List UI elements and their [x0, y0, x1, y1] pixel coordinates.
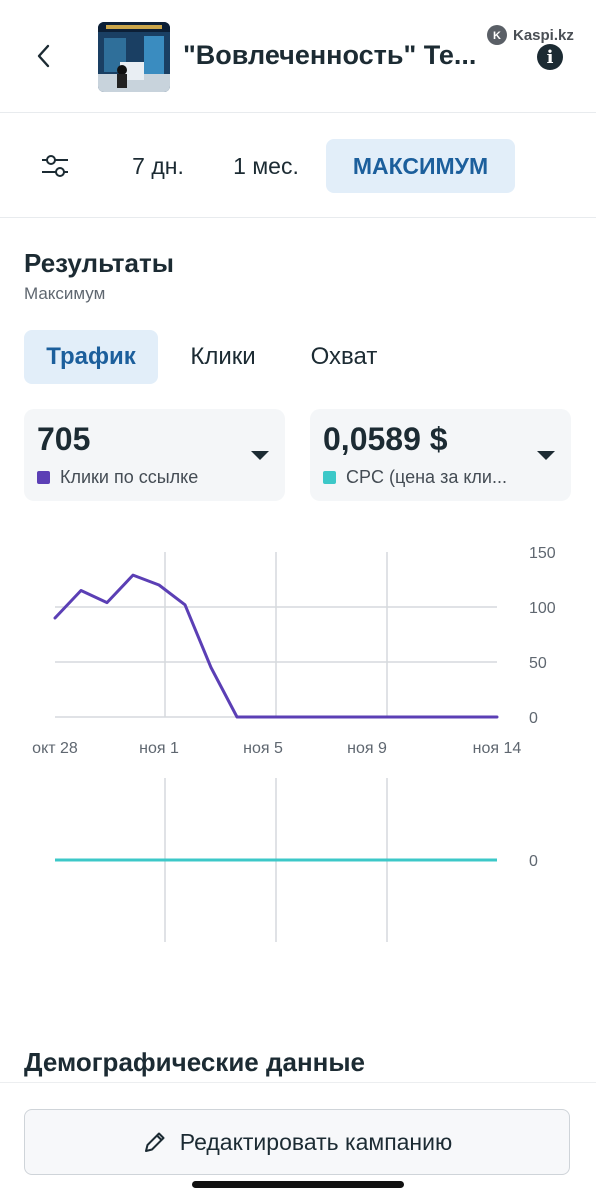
y-tick-label: 0 — [529, 710, 538, 727]
traffic-charts: 150 100 50 0 окт 28 ноя 1 ноя 5 ноя 9 ноя 14 0 — [32, 545, 556, 942]
sliders-icon — [42, 155, 68, 177]
demographics-title: Демографические данные — [24, 1047, 366, 1077]
range-7-days[interactable]: 7 дн. — [132, 153, 184, 179]
filter-button[interactable] — [36, 151, 76, 181]
range-1-month[interactable]: 1 мес. — [233, 153, 299, 179]
edit-campaign-button[interactable]: Редактировать кампанию — [24, 1109, 570, 1175]
metric-value: 705 — [37, 421, 91, 457]
kaspi-logo-icon: K — [487, 25, 507, 45]
metric-label-text: CPC (цена за кли... — [346, 467, 507, 487]
tab-traffic[interactable]: Трафик — [24, 330, 158, 384]
metric-card-link-clicks[interactable]: 705 Клики по ссылке — [24, 409, 285, 501]
x-tick-label: ноя 1 — [139, 740, 179, 757]
y-tick-label: 0 — [529, 853, 538, 870]
date-range-bar: 7 дн. 1 мес. МАКСИМУМ — [0, 113, 596, 218]
metric-card-cpc[interactable]: 0,0589 $ CPC (цена за кли... — [310, 409, 571, 501]
bottom-action-bar: Редактировать кампанию — [0, 1082, 596, 1201]
x-tick-label: окт 28 — [32, 740, 78, 757]
top-bar: "Вовлеченность" Те... K Kaspi.kz i — [0, 0, 596, 113]
legend-swatch — [323, 471, 336, 484]
x-tick-label: ноя 9 — [347, 740, 387, 757]
info-icon[interactable]: i — [537, 44, 563, 70]
caret-down-icon — [251, 451, 269, 460]
svg-text:K: K — [493, 30, 501, 42]
edit-campaign-label: Редактировать кампанию — [179, 1128, 453, 1155]
metric-value: 0,0589 $ — [323, 421, 448, 457]
metric-label-text: Клики по ссылке — [60, 467, 199, 487]
tab-reach[interactable]: Охват — [310, 343, 378, 370]
range-maximum[interactable]: МАКСИМУМ — [326, 139, 515, 193]
legend-swatch — [37, 471, 50, 484]
campaign-title: "Вовлеченность" Те... — [183, 40, 477, 70]
y-tick-label: 50 — [529, 655, 547, 672]
home-indicator — [192, 1181, 404, 1188]
metric-label: CPC (цена за кли... — [323, 467, 507, 488]
x-tick-label: ноя 5 — [243, 740, 283, 757]
watermark: K Kaspi.kz — [486, 24, 574, 46]
caret-down-icon — [537, 451, 555, 460]
chevron-left-icon — [37, 44, 50, 68]
series-line-link-clicks — [53, 573, 499, 719]
y-tick-label: 100 — [529, 600, 556, 617]
watermark-text: Kaspi.kz — [513, 26, 574, 44]
x-tick-label: ноя 14 — [473, 740, 522, 757]
results-subtitle: Максимум — [24, 284, 106, 303]
metric-label: Клики по ссылке — [37, 467, 198, 488]
campaign-thumbnail — [98, 22, 170, 92]
y-tick-label: 150 — [529, 545, 556, 562]
tab-clicks[interactable]: Клики — [190, 343, 256, 370]
back-button[interactable] — [26, 38, 62, 74]
results-title: Результаты — [24, 248, 174, 278]
pencil-icon — [144, 1132, 165, 1152]
